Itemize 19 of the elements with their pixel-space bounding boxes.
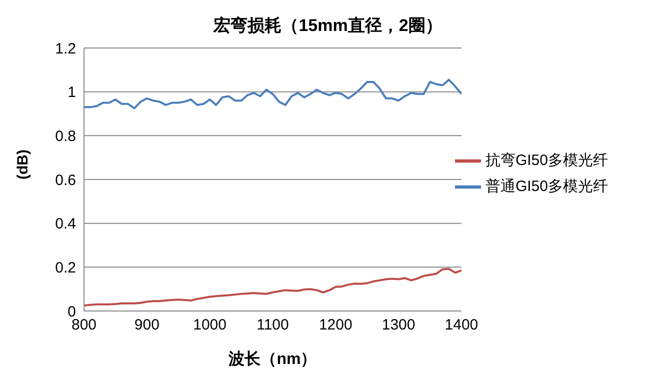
- y-tick-label: 0.8: [55, 128, 76, 145]
- x-tick-label: 900: [134, 316, 160, 334]
- y-tick-label: 1: [68, 84, 76, 102]
- chart-title: 宏弯损耗（15mm直径，2圈）: [212, 15, 444, 37]
- y-axis-title: (dB): [14, 150, 32, 180]
- y-tick-label: 0.4: [55, 216, 76, 233]
- line-series: [84, 78, 462, 110]
- x-tick-label: 1100: [256, 316, 289, 334]
- x-tick-label: 1000: [193, 316, 227, 334]
- legend-label: 抗弯GI50多模光纤: [485, 152, 608, 170]
- x-tick-label: 1200: [318, 316, 352, 334]
- y-tick-label: 1.2: [55, 40, 76, 58]
- legend-label: 普通GI50多模光纤: [485, 178, 608, 196]
- line-series: [84, 268, 462, 307]
- y-tick-label: 0.6: [55, 172, 76, 189]
- y-tick-label: 0.2: [55, 259, 76, 276]
- x-axis-title: 波长（nm）: [228, 350, 317, 368]
- x-tick-label: 1400: [444, 316, 478, 334]
- x-tick-label: 1300: [382, 316, 416, 334]
